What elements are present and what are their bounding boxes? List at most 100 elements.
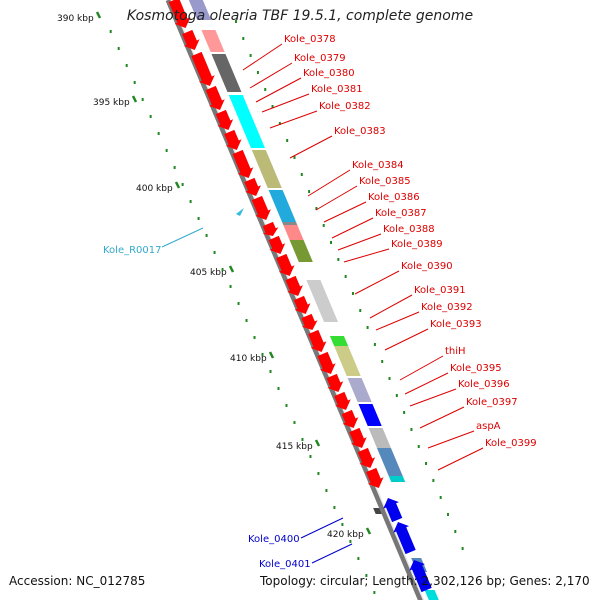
label-leader-line: [249, 62, 293, 89]
ruler: 390 kbp 395 kbp 400 kbp 405 kbp 410 kbp 415 k…: [57, 11, 464, 594]
gene-label[interactable]: Kole_0399: [485, 438, 537, 449]
ruler-dot: [229, 285, 232, 288]
cog-category-block: [376, 448, 403, 476]
ruler-dot-outer: [278, 122, 281, 125]
label-leader-line: [315, 185, 358, 211]
gene-label[interactable]: Kole_0381: [311, 84, 363, 95]
label-leader-line: [399, 355, 444, 381]
forward-gene-arrow: [341, 409, 359, 428]
label-leader-line: [161, 227, 204, 248]
ruler-label: 410 kbp: [230, 354, 267, 364]
cog-category-block: [368, 428, 391, 448]
forward-gene-arrow: [317, 351, 336, 374]
gene-label[interactable]: Kole_0380: [303, 68, 355, 79]
label-leader-line: [369, 294, 413, 319]
ruler-dot: [325, 489, 328, 492]
forward-gene-arrow: [326, 373, 344, 392]
cog-category-block: [201, 30, 225, 52]
ruler-dot: [141, 98, 144, 101]
ruler-dot-outer: [454, 530, 457, 533]
ruler-dot-outer: [344, 275, 347, 278]
gene-label[interactable]: Kole_0397: [466, 397, 518, 408]
label-leader-line: [384, 328, 429, 351]
ruler-label: 420 kbp: [327, 530, 364, 540]
ruler-dot-outer: [403, 411, 406, 414]
ruler-dot: [213, 251, 216, 254]
ruler-dot: [293, 421, 296, 424]
gene-label[interactable]: Kole_0385: [359, 176, 411, 187]
label-leader-line: [331, 217, 374, 239]
cog-category-block: [283, 225, 304, 240]
ruler-dot-outer: [337, 258, 340, 261]
gene-label[interactable]: thiH: [445, 346, 466, 357]
label-leader-line: [437, 447, 484, 471]
ruler-dot-outer: [446, 513, 449, 516]
gene-label[interactable]: Kole_0395: [450, 363, 502, 374]
gene-label[interactable]: Kole_0382: [319, 101, 371, 112]
gene-label[interactable]: Kole_0389: [391, 239, 443, 250]
ruler-dot: [181, 183, 184, 186]
gene-label[interactable]: Kole_0387: [375, 208, 427, 219]
genome-summary-text: Topology: circular; Length: 2,302,126 bp…: [260, 574, 590, 588]
forward-gene-arrow: [285, 275, 303, 296]
ruler-dot-outer: [322, 224, 325, 227]
cog-category-block: [358, 404, 382, 426]
ruler-dot-outer: [366, 326, 369, 329]
ruler-dot: [165, 149, 168, 152]
gene-label[interactable]: Kole_0378: [284, 34, 336, 45]
forward-gene-arrow: [232, 149, 254, 178]
reverse-gene-arrow: [383, 498, 403, 523]
ruler-dot-outer: [461, 547, 464, 550]
ruler-tick: [174, 181, 181, 189]
gene-label[interactable]: Kole_0396: [458, 379, 510, 390]
forward-gene-arrow: [191, 51, 215, 86]
gene-label[interactable]: Kole_0388: [383, 224, 435, 235]
ruler-dot: [149, 115, 152, 118]
gene-label[interactable]: Kole_0401: [259, 559, 311, 570]
ruler-dot-outer: [249, 54, 252, 57]
ruler-dot-outer: [315, 207, 318, 210]
label-leader-line: [269, 110, 318, 129]
gene-label[interactable]: Kole_0391: [414, 285, 466, 296]
label-leader-line: [300, 517, 344, 539]
cog-category-block: [251, 150, 282, 188]
ruler-label: 405 kbp: [190, 268, 227, 278]
label-leader-line: [404, 372, 449, 395]
gene-label[interactable]: Kole_0390: [401, 261, 453, 272]
gene-label[interactable]: Kole_0392: [421, 302, 473, 313]
cog-category-block: [424, 590, 439, 600]
rna-label[interactable]: Kole_R0017: [103, 245, 162, 256]
ruler-dot: [205, 234, 208, 237]
ruler-dot: [197, 217, 200, 220]
ruler-dot: [117, 47, 120, 50]
gene-label[interactable]: Kole_0393: [430, 319, 482, 330]
ruler-dot-outer: [330, 241, 333, 244]
gene-label[interactable]: Kole_0379: [294, 53, 346, 64]
ruler-dot-outer: [286, 139, 289, 142]
label-leader-line: [375, 311, 420, 331]
ruler-dot: [285, 404, 288, 407]
ruler-tick: [228, 265, 235, 273]
ruler-dot-outer: [381, 360, 384, 363]
label-leader-line: [261, 93, 310, 113]
cog-category-block: [188, 0, 212, 20]
rna-gene-marker: [236, 208, 244, 216]
gene-label[interactable]: aspA: [476, 421, 501, 432]
ruler-dot: [269, 370, 272, 373]
forward-gene-arrow: [215, 109, 234, 130]
gene-label[interactable]: Kole_0400: [248, 534, 300, 545]
gene-label[interactable]: Kole_0384: [352, 160, 404, 171]
label-leader-line: [289, 135, 333, 159]
gene-label[interactable]: Kole_0383: [334, 126, 386, 137]
ruler-dot: [301, 438, 304, 441]
ruler-dot-outer: [300, 173, 303, 176]
ruler-dot-outer: [432, 479, 435, 482]
forward-gene-arrow: [224, 129, 242, 150]
gene-label[interactable]: Kole_0386: [368, 192, 420, 203]
ruler-label: 415 kbp: [276, 442, 313, 452]
ruler-dot: [125, 64, 128, 67]
ruler-dot-outer: [425, 462, 428, 465]
cog-category-block: [329, 336, 349, 346]
